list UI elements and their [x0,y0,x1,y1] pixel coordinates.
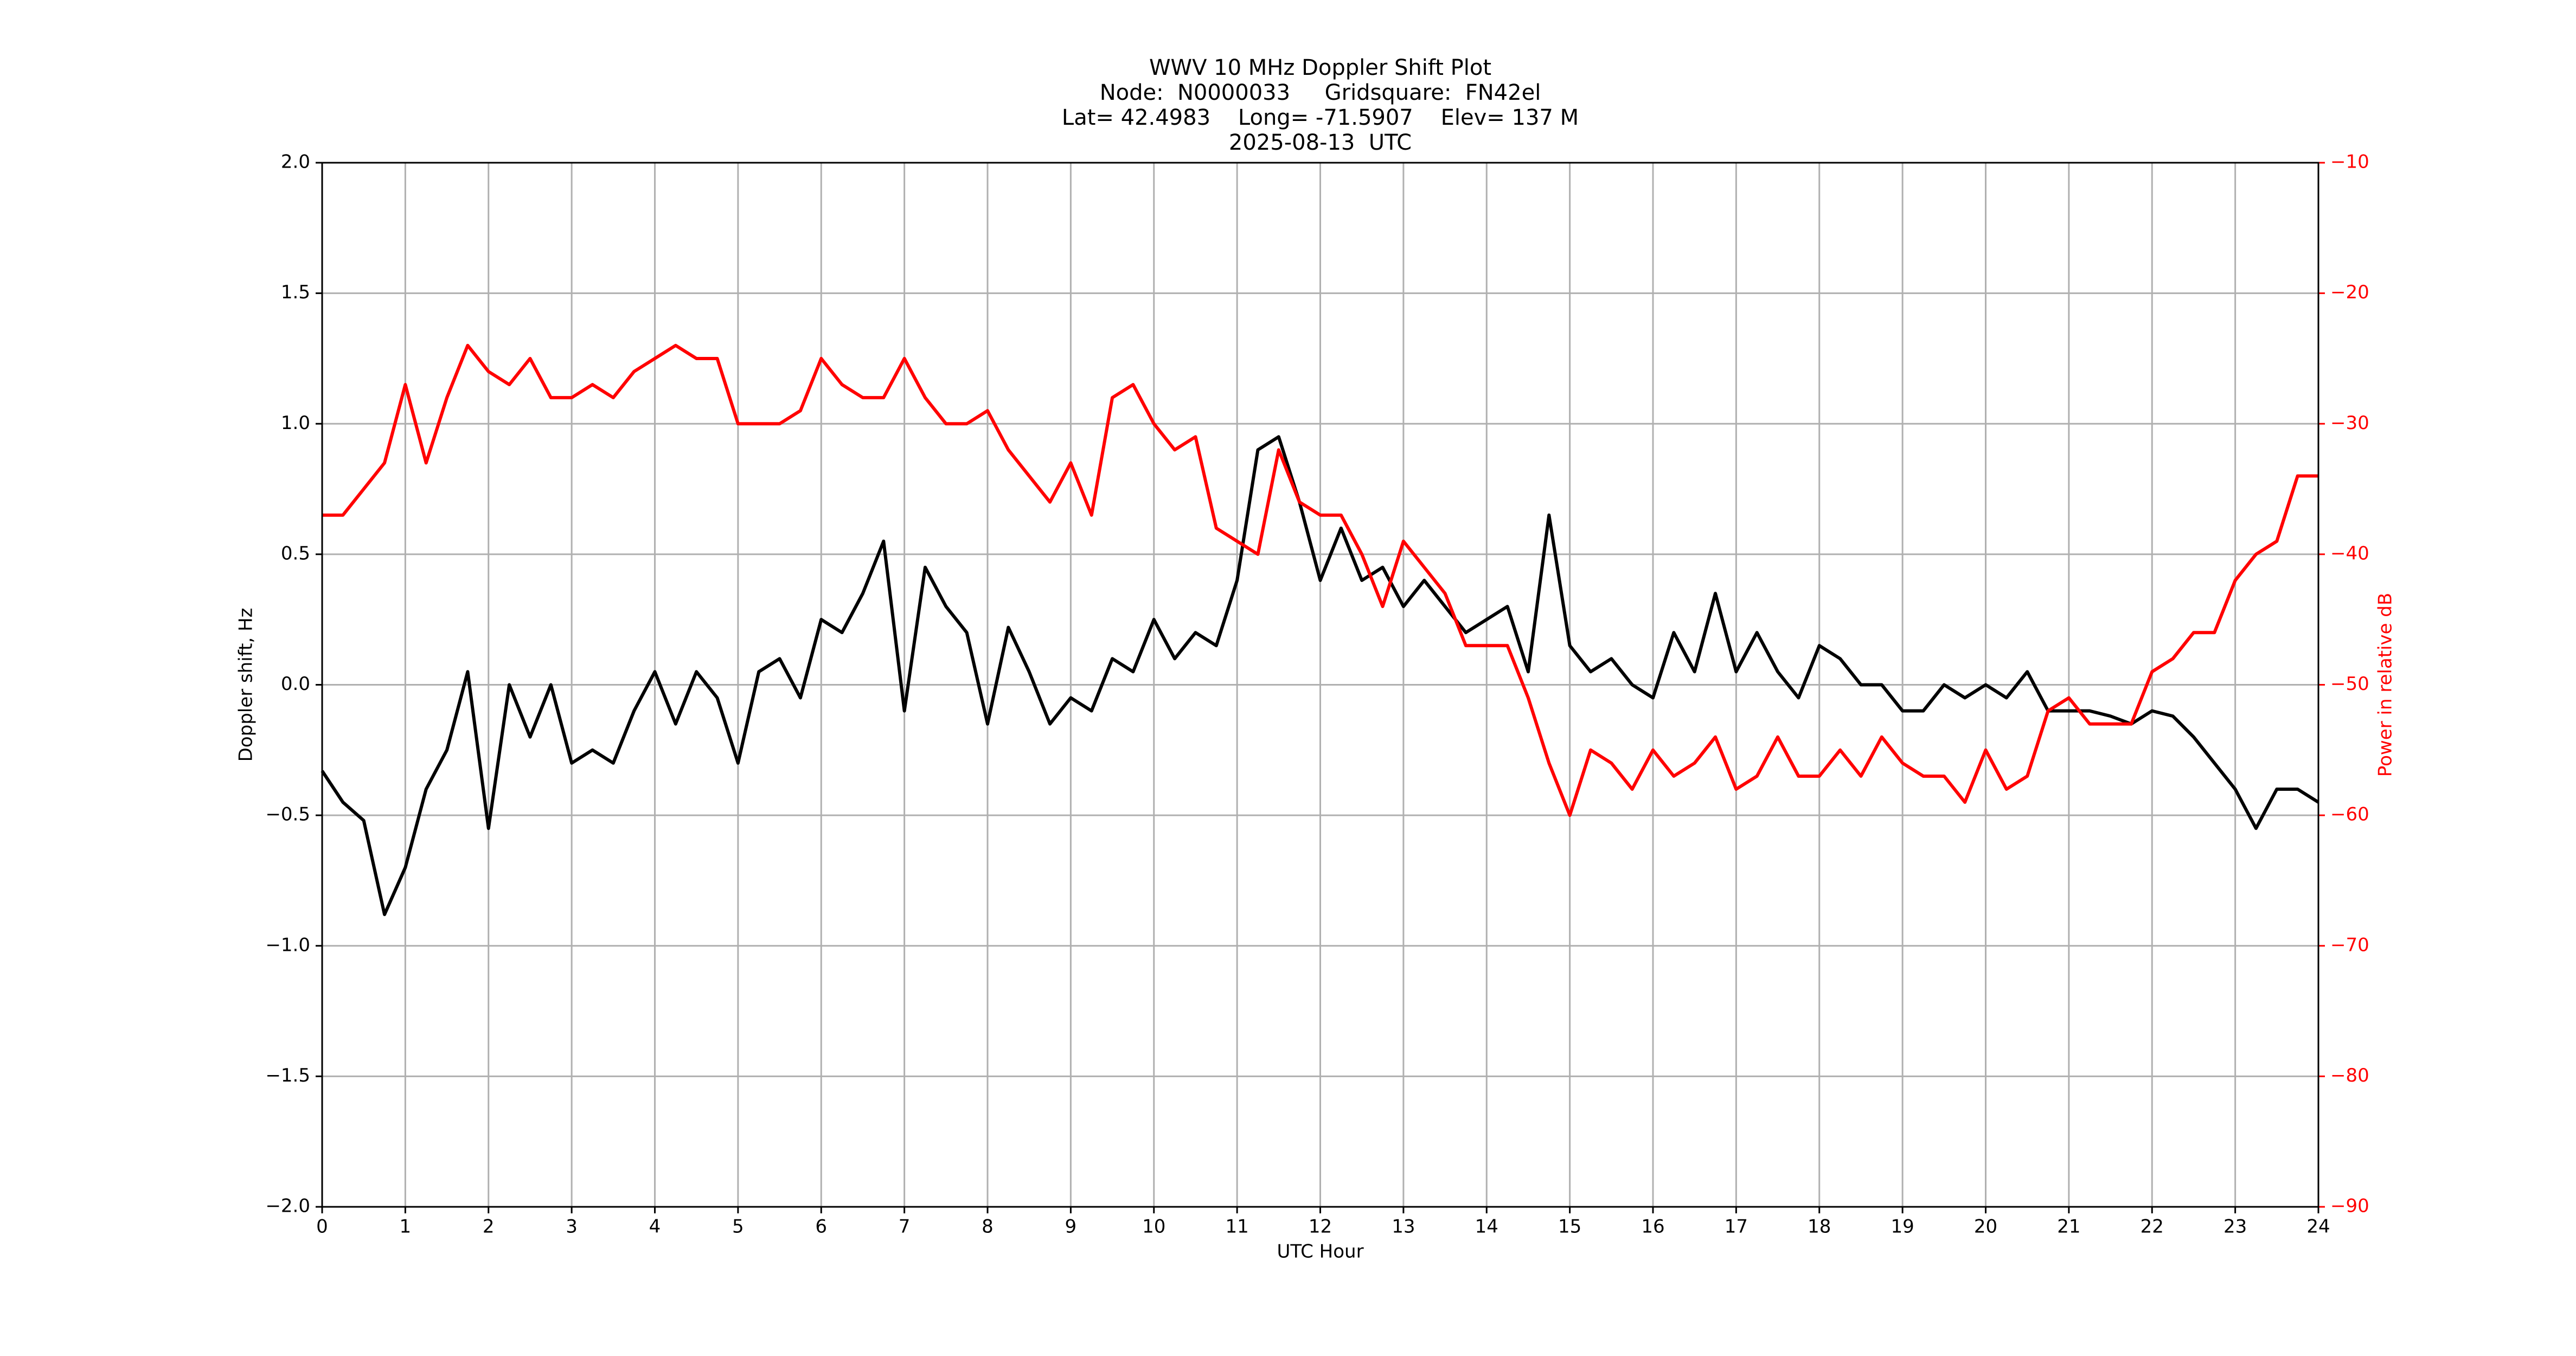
y-tick-label: −1.0 [265,934,310,956]
chart-title: Node: N0000033 Gridsquare: FN42el [1100,80,1541,105]
x-tick-label: 12 [1309,1216,1332,1238]
plot-frame [321,162,2319,1208]
x-tick-label: 18 [1808,1216,1831,1238]
chart-title: Lat= 42.4983 Long= -71.5907 Elev= 137 M [1062,105,1579,130]
x-axis-label: UTC Hour [1277,1241,1363,1263]
y2-tick-label: −60 [2330,804,2369,826]
y-tick-label: 0.5 [281,542,310,564]
x-tick-label: 17 [1725,1216,1748,1238]
y2-tick-label: −40 [2330,542,2369,564]
x-tick-label: 6 [815,1216,827,1238]
y-tick-label: −0.5 [265,804,310,826]
x-tick-label: 16 [1641,1216,1664,1238]
x-tick-label: 5 [732,1216,744,1238]
y-axis-label: Doppler shift, Hz [235,608,257,762]
x-tick-label: 20 [1974,1216,1997,1238]
y2-tick-label: −10 [2330,151,2369,173]
y-tick-label: −1.5 [265,1065,310,1086]
x-tick-label: 1 [400,1216,412,1238]
y2-tick-label: −90 [2330,1195,2369,1217]
y2-axis-label: Power in relative dB [2375,593,2396,777]
x-tick-label: 13 [1392,1216,1415,1238]
x-tick-label: 9 [1065,1216,1077,1238]
x-tick-label: 11 [1225,1216,1248,1238]
x-tick-label: 0 [316,1216,328,1238]
y2-tick-label: −50 [2330,673,2369,695]
x-tick-label: 15 [1558,1216,1581,1238]
x-tick-label: 7 [899,1216,911,1238]
x-tick-label: 21 [2057,1216,2080,1238]
y2-tick-label: −30 [2330,412,2369,434]
x-tick-label: 4 [649,1216,661,1238]
x-tick-label: 23 [2223,1216,2247,1238]
data-line [322,343,2318,817]
y-tick-label: 2.0 [281,151,310,173]
y2-tick-label: −80 [2330,1065,2369,1086]
chart-title: 2025-08-13 UTC [1229,130,1412,155]
x-tick-label: 19 [1891,1216,1914,1238]
y-tick-label: −2.0 [265,1195,310,1217]
y-tick-label: 0.0 [281,673,310,695]
y2-tick-label: −70 [2330,934,2369,956]
x-tick-label: 24 [2306,1216,2330,1238]
data-line [321,435,2319,916]
y-tick-label: 1.0 [281,412,310,434]
x-tick-label: 8 [982,1216,994,1238]
y2-tick-label: −20 [2330,282,2369,303]
x-tick-label: 2 [483,1216,495,1238]
y-tick-label: 1.5 [281,282,310,303]
x-tick-label: 3 [566,1216,578,1238]
x-tick-label: 22 [2141,1216,2164,1238]
chart-title: WWV 10 MHz Doppler Shift Plot [1149,55,1491,80]
x-tick-label: 14 [1475,1216,1498,1238]
x-tick-label: 10 [1142,1216,1165,1238]
